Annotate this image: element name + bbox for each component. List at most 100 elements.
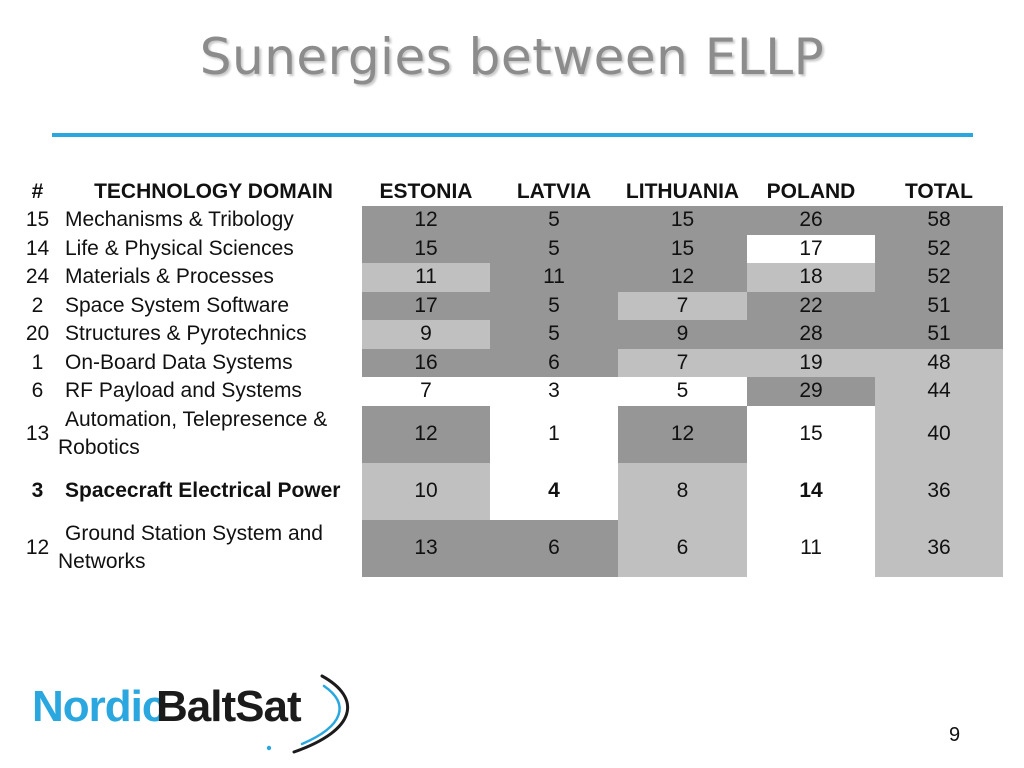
cell-estonia: 9 bbox=[362, 320, 490, 349]
cell-latvia: 6 bbox=[490, 519, 618, 577]
cell-latvia: 1 bbox=[490, 405, 618, 463]
header-total: TOTAL bbox=[904, 179, 974, 203]
cell-latvia: 3 bbox=[490, 377, 618, 406]
table-row: 13 Automation, Telepresence & Robotics 12… bbox=[10, 405, 1003, 463]
row-domain: Materials & Processes bbox=[65, 265, 274, 289]
cell-lithuania: 5 bbox=[618, 377, 747, 406]
row-domain: Automation, Telepresence & Robotics bbox=[58, 406, 362, 463]
cell-total: 48 bbox=[875, 348, 1003, 377]
row-number: 20 bbox=[25, 322, 50, 346]
cell-estonia: 11 bbox=[362, 263, 490, 292]
cell-poland: 28 bbox=[747, 320, 875, 349]
header-latvia: LATVIA bbox=[516, 179, 592, 203]
nordicbaltsat-logo: Nordic BaltSat bbox=[32, 668, 362, 758]
cell-estonia: 10 bbox=[362, 462, 490, 520]
cell-poland: 11 bbox=[747, 519, 875, 577]
table-row: 20 Structures & Pyrotechnics 9 5 9 28 51 bbox=[10, 320, 1003, 349]
slide-title: Sunergies between ELLP bbox=[199, 28, 825, 86]
cell-latvia: 5 bbox=[490, 206, 618, 235]
cell-total: 51 bbox=[875, 320, 1003, 349]
synergy-table: # TECHNOLOGY DOMAIN ESTONIA LATVIA LITHU… bbox=[10, 177, 1003, 577]
row-domain: RF Payload and Systems bbox=[65, 379, 302, 403]
cell-lithuania: 7 bbox=[618, 348, 747, 377]
cell-poland: 18 bbox=[747, 263, 875, 292]
header-estonia: ESTONIA bbox=[379, 179, 473, 203]
table-row: 12 Ground Station System and Networks 13 … bbox=[10, 519, 1003, 577]
row-domain: Ground Station System and Networks bbox=[58, 520, 362, 577]
row-domain-line1: Ground Station System and bbox=[65, 522, 323, 545]
cell-total: 58 bbox=[875, 206, 1003, 235]
cell-total: 44 bbox=[875, 377, 1003, 406]
row-number: 3 bbox=[31, 479, 44, 502]
table-row: 3 Spacecraft Electrical Power 10 4 8 14 … bbox=[10, 462, 1003, 520]
row-domain: Life & Physical Sciences bbox=[65, 236, 294, 260]
row-domain-line2: Networks bbox=[58, 550, 146, 573]
header-lithuania: LITHUANIA bbox=[625, 179, 740, 203]
cell-lithuania: 8 bbox=[618, 462, 747, 520]
cell-lithuania: 12 bbox=[618, 405, 747, 463]
row-domain: Space System Software bbox=[65, 293, 290, 317]
cell-lithuania: 15 bbox=[618, 234, 747, 263]
logo-text-baltsat: BaltSat bbox=[156, 682, 302, 731]
cell-estonia: 7 bbox=[362, 377, 490, 406]
cell-latvia: 11 bbox=[490, 263, 618, 292]
logo-swoosh-icon bbox=[266, 674, 349, 754]
row-domain-line2: Robotics bbox=[58, 436, 140, 459]
page-number: 9 bbox=[949, 724, 961, 746]
cell-total: 52 bbox=[875, 234, 1003, 263]
cell-estonia: 12 bbox=[362, 206, 490, 235]
row-number: 2 bbox=[31, 293, 44, 317]
cell-total: 51 bbox=[875, 291, 1003, 320]
cell-lithuania: 12 bbox=[618, 263, 747, 292]
cell-lithuania: 6 bbox=[618, 519, 747, 577]
cell-estonia: 12 bbox=[362, 405, 490, 463]
cell-total: 36 bbox=[875, 462, 1003, 520]
table-header-row: # TECHNOLOGY DOMAIN ESTONIA LATVIA LITHU… bbox=[10, 177, 1003, 206]
cell-poland: 17 bbox=[747, 234, 875, 263]
cell-lithuania: 7 bbox=[618, 291, 747, 320]
row-domain: Mechanisms & Tribology bbox=[65, 208, 294, 232]
header-poland: POLAND bbox=[766, 179, 856, 203]
row-domain: Structures & Pyrotechnics bbox=[65, 322, 307, 346]
row-number: 1 bbox=[31, 350, 44, 374]
row-domain: On-Board Data Systems bbox=[65, 350, 293, 374]
cell-estonia: 13 bbox=[362, 519, 490, 577]
cell-poland: 26 bbox=[747, 206, 875, 235]
logo-text-nordic: Nordic bbox=[32, 682, 166, 731]
row-number: 24 bbox=[25, 265, 50, 289]
table-row: 2 Space System Software 17 5 7 22 51 bbox=[10, 291, 1003, 320]
table-row: 6 RF Payload and Systems 7 3 5 29 44 bbox=[10, 377, 1003, 406]
cell-poland: 14 bbox=[747, 462, 875, 520]
row-number: 15 bbox=[25, 208, 50, 232]
cell-poland: 22 bbox=[747, 291, 875, 320]
cell-poland: 15 bbox=[747, 405, 875, 463]
table-row: 24 Materials & Processes 11 11 12 18 52 bbox=[10, 263, 1003, 292]
header-num: # bbox=[31, 179, 44, 203]
header-domain: TECHNOLOGY DOMAIN bbox=[94, 179, 333, 203]
row-number: 14 bbox=[25, 236, 50, 260]
table-row: 15 Mechanisms & Tribology 12 5 15 26 58 bbox=[10, 206, 1003, 235]
cell-latvia: 5 bbox=[490, 291, 618, 320]
row-number: 12 bbox=[25, 536, 50, 559]
row-domain: Spacecraft Electrical Power bbox=[65, 479, 341, 502]
cell-lithuania: 9 bbox=[618, 320, 747, 349]
cell-estonia: 17 bbox=[362, 291, 490, 320]
cell-poland: 19 bbox=[747, 348, 875, 377]
cell-latvia: 5 bbox=[490, 320, 618, 349]
table-row: 14 Life & Physical Sciences 15 5 15 17 5… bbox=[10, 234, 1003, 263]
cell-total: 40 bbox=[875, 405, 1003, 463]
row-number: 6 bbox=[31, 379, 44, 403]
title-divider bbox=[52, 133, 973, 137]
cell-estonia: 15 bbox=[362, 234, 490, 263]
row-domain-line1: Automation, Telepresence & bbox=[65, 408, 328, 431]
cell-latvia: 5 bbox=[490, 234, 618, 263]
cell-lithuania: 15 bbox=[618, 206, 747, 235]
cell-latvia: 4 bbox=[490, 462, 618, 520]
cell-estonia: 16 bbox=[362, 348, 490, 377]
table-row: 1 On-Board Data Systems 16 6 7 19 48 bbox=[10, 348, 1003, 377]
cell-total: 52 bbox=[875, 263, 1003, 292]
cell-latvia: 6 bbox=[490, 348, 618, 377]
row-number: 13 bbox=[25, 422, 50, 445]
cell-poland: 29 bbox=[747, 377, 875, 406]
cell-total: 36 bbox=[875, 519, 1003, 577]
